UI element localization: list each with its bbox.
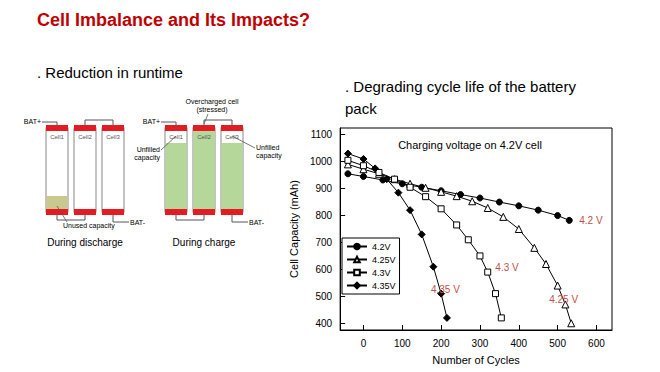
- svg-text:BAT+: BAT+: [24, 118, 41, 125]
- svg-text:1100: 1100: [311, 129, 333, 140]
- svg-text:Cell Capacity (mAh): Cell Capacity (mAh): [288, 180, 300, 278]
- svg-text:Unfilledcapacity: Unfilledcapacity: [256, 144, 282, 160]
- svg-text:100: 100: [394, 338, 411, 349]
- svg-text:4.3V: 4.3V: [372, 268, 391, 278]
- svg-text:Overcharged cell: Overcharged cell: [186, 98, 239, 106]
- svg-text:4.25V: 4.25V: [372, 255, 396, 265]
- svg-text:BAT+: BAT+: [143, 118, 160, 125]
- svg-text:400: 400: [315, 318, 332, 329]
- svg-text:4.2 V: 4.2 V: [579, 215, 603, 226]
- svg-text:Cell1: Cell1: [169, 134, 183, 140]
- svg-text:Cell2: Cell2: [78, 134, 92, 140]
- svg-text:4.25 V: 4.25 V: [549, 294, 578, 305]
- svg-text:Unfilledcapacity: Unfilledcapacity: [134, 146, 160, 162]
- svg-text:700: 700: [315, 237, 332, 248]
- svg-text:4.35 V: 4.35 V: [431, 284, 460, 295]
- svg-text:Number of Cycles: Number of Cycles: [432, 354, 520, 366]
- svg-text:Cell2: Cell2: [197, 134, 211, 140]
- svg-text:500: 500: [315, 291, 332, 302]
- html-text:. Degrading cycle life of the: . Degrading cycle life of the battery pa…: [345, 78, 576, 117]
- svg-text:0: 0: [361, 338, 367, 349]
- svg-text:600: 600: [588, 338, 605, 349]
- svg-text:(stressed): (stressed): [196, 106, 227, 114]
- svg-text:1000: 1000: [310, 156, 333, 167]
- svg-text:4.2V: 4.2V: [372, 242, 391, 252]
- svg-text:800: 800: [315, 210, 332, 221]
- svg-text:4.35V: 4.35V: [372, 281, 396, 291]
- svg-text:Cell3: Cell3: [106, 134, 120, 140]
- svg-text:BAT-: BAT-: [249, 219, 265, 226]
- svg-text:Cell1: Cell1: [50, 134, 64, 140]
- svg-text:500: 500: [549, 338, 566, 349]
- svg-text:4.3 V: 4.3 V: [495, 262, 519, 273]
- html-text:. Reduction in runtime: . Reduction in runtime: [37, 64, 183, 81]
- svg-text:During discharge: During discharge: [47, 237, 123, 248]
- svg-text:300: 300: [472, 338, 489, 349]
- html-text:Cell Imbalance and Its Impacts: Cell Imbalance and Its Impacts?: [37, 10, 311, 30]
- svg-text:600: 600: [315, 264, 332, 275]
- svg-text:400: 400: [510, 338, 527, 349]
- svg-text:900: 900: [315, 183, 332, 194]
- svg-text:Unused capacity: Unused capacity: [63, 222, 115, 230]
- svg-text:BAT-: BAT-: [130, 219, 146, 226]
- svg-text:During charge: During charge: [173, 237, 236, 248]
- svg-text:Cell3: Cell3: [225, 134, 239, 140]
- svg-text:200: 200: [433, 338, 450, 349]
- svg-text:Charging voltage on 4.2V cell: Charging voltage on 4.2V cell: [398, 139, 542, 151]
